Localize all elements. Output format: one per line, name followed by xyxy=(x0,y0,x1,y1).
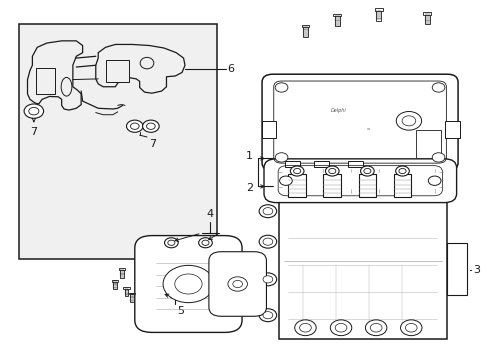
Circle shape xyxy=(279,176,292,185)
Circle shape xyxy=(290,166,304,176)
Text: w: w xyxy=(366,127,370,131)
Bar xyxy=(19,24,216,259)
Circle shape xyxy=(263,238,272,245)
FancyBboxPatch shape xyxy=(264,159,456,203)
Ellipse shape xyxy=(140,57,154,69)
FancyBboxPatch shape xyxy=(262,74,457,171)
Bar xyxy=(120,269,123,278)
Bar xyxy=(118,268,124,270)
Circle shape xyxy=(227,277,247,291)
Bar xyxy=(446,243,467,296)
Circle shape xyxy=(163,265,213,303)
Bar xyxy=(347,161,362,167)
Text: 4: 4 xyxy=(206,209,213,219)
Bar xyxy=(112,280,118,282)
Circle shape xyxy=(328,168,335,174)
Circle shape xyxy=(259,235,276,248)
Bar xyxy=(332,14,341,16)
Bar xyxy=(423,12,430,14)
Circle shape xyxy=(263,276,272,283)
Text: 1: 1 xyxy=(246,150,253,161)
Bar xyxy=(123,287,129,289)
Circle shape xyxy=(259,273,276,286)
Bar xyxy=(334,15,339,26)
Bar xyxy=(285,161,299,167)
Circle shape xyxy=(259,205,276,218)
Bar xyxy=(301,24,309,27)
Circle shape xyxy=(142,120,159,132)
Bar xyxy=(444,121,459,138)
Circle shape xyxy=(263,208,272,215)
Circle shape xyxy=(431,83,444,92)
Text: 2: 2 xyxy=(245,183,253,193)
Bar xyxy=(358,174,375,197)
Bar xyxy=(393,174,410,197)
Bar xyxy=(36,68,55,94)
Circle shape xyxy=(398,168,405,174)
Circle shape xyxy=(275,153,287,162)
Bar xyxy=(129,293,135,294)
Bar xyxy=(113,280,117,289)
Text: 6: 6 xyxy=(227,64,234,74)
Bar xyxy=(374,8,382,11)
Circle shape xyxy=(293,168,300,174)
Circle shape xyxy=(24,104,43,118)
Circle shape xyxy=(259,309,276,321)
Text: 5: 5 xyxy=(177,306,184,316)
Circle shape xyxy=(294,320,316,336)
Bar xyxy=(262,121,275,138)
Circle shape xyxy=(126,120,143,132)
Circle shape xyxy=(275,83,287,92)
Circle shape xyxy=(130,123,139,129)
Circle shape xyxy=(431,153,444,162)
Bar xyxy=(303,26,307,37)
Circle shape xyxy=(164,238,178,248)
Text: 7: 7 xyxy=(149,139,156,149)
Bar xyxy=(278,197,446,338)
Circle shape xyxy=(202,240,208,246)
Circle shape xyxy=(395,112,421,130)
Circle shape xyxy=(146,123,155,129)
Circle shape xyxy=(198,238,212,248)
Circle shape xyxy=(360,166,373,176)
Bar xyxy=(314,161,328,167)
Bar xyxy=(375,10,380,21)
Bar xyxy=(424,13,429,24)
Ellipse shape xyxy=(61,77,72,96)
FancyBboxPatch shape xyxy=(208,252,266,316)
Circle shape xyxy=(400,320,421,336)
Bar xyxy=(288,174,305,197)
Text: Delphi: Delphi xyxy=(330,108,346,113)
Circle shape xyxy=(330,320,351,336)
Circle shape xyxy=(174,274,202,294)
Circle shape xyxy=(167,240,175,246)
Circle shape xyxy=(299,323,311,332)
Circle shape xyxy=(232,280,242,288)
Circle shape xyxy=(395,166,408,176)
Circle shape xyxy=(263,312,272,319)
Bar xyxy=(124,288,128,296)
Bar xyxy=(415,130,440,158)
Circle shape xyxy=(363,168,370,174)
Circle shape xyxy=(29,107,39,115)
Circle shape xyxy=(365,320,386,336)
Circle shape xyxy=(405,323,416,332)
Bar xyxy=(323,174,340,197)
Text: 7: 7 xyxy=(30,127,38,137)
Bar xyxy=(130,293,134,302)
Circle shape xyxy=(401,116,415,126)
Text: 3: 3 xyxy=(472,265,479,275)
Circle shape xyxy=(369,323,381,332)
Circle shape xyxy=(334,323,346,332)
FancyBboxPatch shape xyxy=(135,235,242,332)
Circle shape xyxy=(325,166,338,176)
Bar xyxy=(105,60,129,82)
Circle shape xyxy=(427,176,440,185)
